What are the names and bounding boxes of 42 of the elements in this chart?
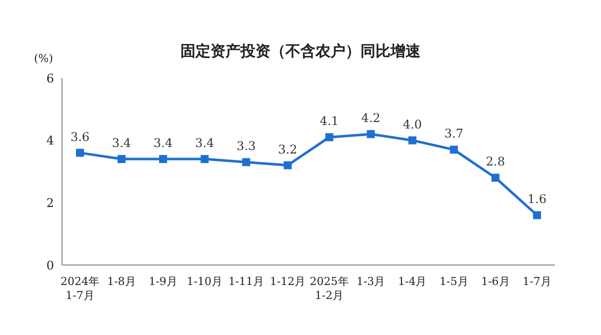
- point: [450, 146, 458, 154]
- data-label: 3.4: [195, 136, 215, 150]
- point: [284, 161, 292, 170]
- data-label: 1.6: [527, 192, 547, 206]
- point: [242, 158, 250, 166]
- x-tick-label: 2025年 1-2月: [310, 275, 349, 302]
- point: [491, 174, 500, 182]
- x-tick-label: 1-3月: [356, 275, 386, 288]
- point: [408, 136, 416, 144]
- x-tick-label: 1-11月: [228, 275, 264, 288]
- x-tick-label: 1-7月: [522, 275, 552, 288]
- data-label: 2.8: [486, 154, 505, 169]
- data-label: 4.1: [320, 114, 339, 128]
- data-label: 3.4: [154, 136, 173, 150]
- data-label: 4.0: [402, 117, 422, 132]
- point: [325, 133, 334, 142]
- data-label: 4.2: [361, 111, 380, 126]
- y-tick-label: 0: [46, 258, 54, 272]
- x-tick-label: 1-4月: [398, 275, 427, 288]
- x-tick-label: 1-9月: [148, 275, 178, 288]
- y-axis-title: (%): [34, 52, 54, 65]
- point: [76, 148, 84, 157]
- point: [118, 155, 126, 164]
- x-tick-label: 1-6月: [481, 275, 510, 288]
- data-label: 3.7: [444, 126, 464, 141]
- x-tick-label: 1-12月: [270, 275, 306, 288]
- data-label: 3.2: [278, 142, 298, 156]
- x-tick-label: 1-8月: [107, 275, 136, 288]
- point: [159, 155, 168, 164]
- y-tick-label: 2: [46, 196, 54, 210]
- data-label: 3.3: [236, 139, 256, 154]
- data-label: 3.6: [70, 130, 90, 144]
- point: [533, 211, 541, 220]
- y-tick-label: 4: [46, 134, 54, 148]
- point: [366, 130, 375, 138]
- x-tick-label: 1-5月: [440, 275, 468, 288]
- point: [200, 155, 209, 164]
- data-label: 3.4: [112, 136, 132, 150]
- x-tick-label: 1-10月: [186, 275, 222, 288]
- chart-title: 固定资产投资（不含农户）同比增速: [180, 42, 420, 60]
- x-tick-label: 2024年 1-7月: [60, 275, 100, 302]
- y-tick-label: 6: [46, 71, 54, 86]
